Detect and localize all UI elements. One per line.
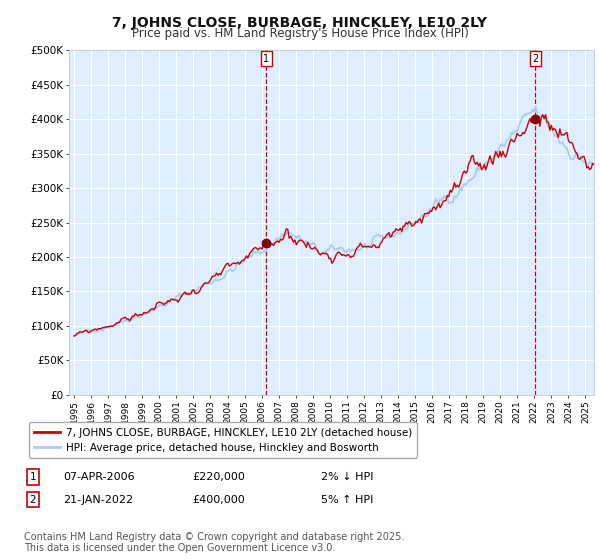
Text: £220,000: £220,000 xyxy=(192,472,245,482)
Text: 07-APR-2006: 07-APR-2006 xyxy=(63,472,134,482)
Text: 2% ↓ HPI: 2% ↓ HPI xyxy=(321,472,373,482)
Text: 5% ↑ HPI: 5% ↑ HPI xyxy=(321,494,373,505)
Text: 2: 2 xyxy=(29,494,37,505)
Text: Price paid vs. HM Land Registry's House Price Index (HPI): Price paid vs. HM Land Registry's House … xyxy=(131,27,469,40)
Text: Contains HM Land Registry data © Crown copyright and database right 2025.
This d: Contains HM Land Registry data © Crown c… xyxy=(24,531,404,553)
Text: 1: 1 xyxy=(29,472,37,482)
Text: £400,000: £400,000 xyxy=(192,494,245,505)
Text: 2: 2 xyxy=(532,54,538,64)
Legend: 7, JOHNS CLOSE, BURBAGE, HINCKLEY, LE10 2LY (detached house), HPI: Average price: 7, JOHNS CLOSE, BURBAGE, HINCKLEY, LE10 … xyxy=(29,422,417,458)
Text: 1: 1 xyxy=(263,54,269,64)
Text: 7, JOHNS CLOSE, BURBAGE, HINCKLEY, LE10 2LY: 7, JOHNS CLOSE, BURBAGE, HINCKLEY, LE10 … xyxy=(113,16,487,30)
Text: 21-JAN-2022: 21-JAN-2022 xyxy=(63,494,133,505)
